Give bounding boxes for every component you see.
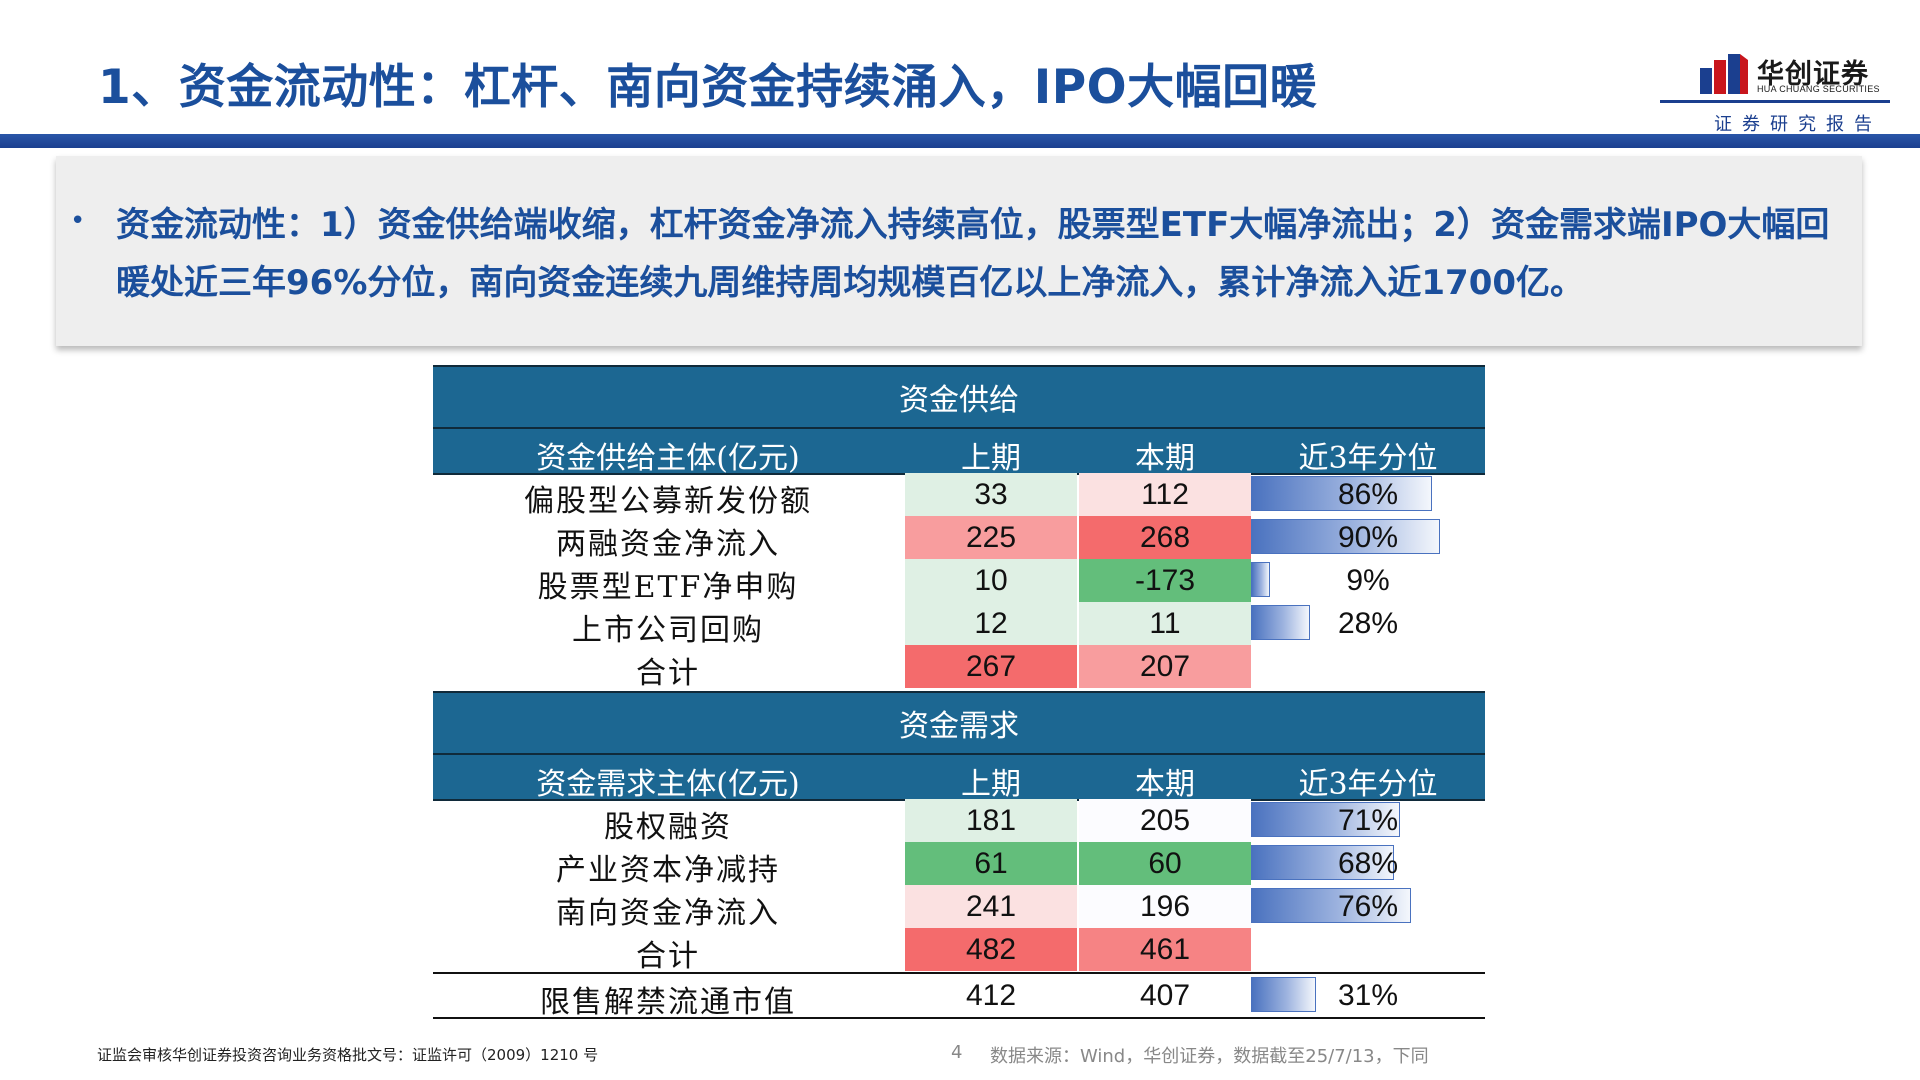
percentile-value: 68% — [1337, 847, 1399, 880]
row-label: 南向资金净流入 — [556, 896, 780, 931]
bullet-icon: • — [70, 206, 86, 236]
row-label: 上市公司回购 — [572, 613, 764, 648]
current-period-value: 268 — [1079, 516, 1251, 559]
demand-row: 合计 482 461 — [433, 928, 1485, 974]
page-title: 1、资金流动性：杠杆、南向资金持续涌入，IPO大幅回暖 — [98, 60, 1318, 115]
percentile-bar — [1251, 977, 1316, 1012]
percentile-value: 76% — [1337, 890, 1399, 923]
percentile-bar — [1251, 476, 1432, 511]
supply-row: 上市公司回购 12 11 28% — [433, 602, 1485, 648]
company-logo: 华创证券 HUA CHUANG SECURITIES 证券研究报告 — [1660, 46, 1890, 136]
percentile-bar — [1251, 802, 1400, 837]
supply-row: 两融资金净流入 225 268 90% — [433, 516, 1485, 562]
logo-subtitle: 证券研究报告 — [1714, 114, 1882, 135]
supply-header-cell: 本期 — [1135, 441, 1195, 476]
demand-header-cell: 上期 — [961, 767, 1021, 802]
prev-period-value: 33 — [905, 473, 1077, 516]
prev-period-value: 10 — [905, 559, 1077, 602]
demand-header-cell: 近3年分位 — [1298, 767, 1438, 802]
table-bottom-line — [433, 1017, 1485, 1019]
summary-box: • 资金流动性：1）资金供给端收缩，杠杆资金净流入持续高位，股票型ETF大幅净流… — [56, 156, 1862, 346]
logo-english-name: HUA CHUANG SECURITIES — [1757, 84, 1880, 94]
prev-period-value: 181 — [905, 799, 1077, 842]
page-number: 4 — [951, 1042, 963, 1063]
supply-column-header: 资金供给主体(亿元) 上期 本期 近3年分位 — [433, 427, 1485, 476]
current-period-value: 461 — [1079, 928, 1251, 971]
current-period-value: 112 — [1079, 473, 1251, 516]
current-period-value: 60 — [1079, 842, 1251, 885]
row-label: 合计 — [636, 939, 700, 974]
demand-row: 股权融资 181 205 71% — [433, 799, 1485, 845]
percentile-bar — [1251, 519, 1440, 554]
row-label: 限售解禁流通市值 — [540, 985, 796, 1020]
demand-row: 南向资金净流入 241 196 76% — [433, 885, 1485, 931]
percentile-value: 31% — [1337, 979, 1399, 1012]
demand-header-cell: 本期 — [1135, 767, 1195, 802]
demand-column-header: 资金需求主体(亿元) 上期 本期 近3年分位 — [433, 753, 1485, 802]
current-period-value: 207 — [1079, 645, 1251, 688]
current-period-value: -173 — [1079, 559, 1251, 602]
logo-mark-icon — [1700, 54, 1748, 94]
supply-header-cell: 上期 — [961, 441, 1021, 476]
supply-row: 合计 267 207 — [433, 645, 1485, 691]
prev-period-value: 225 — [905, 516, 1077, 559]
supply-row: 股票型ETF净申购 10 -173 9% — [433, 559, 1485, 605]
summary-text: 资金流动性：1）资金供给端收缩，杠杆资金净流入持续高位，股票型ETF大幅净流出；… — [116, 205, 1830, 303]
percentile-bar — [1251, 562, 1270, 597]
percentile-bar — [1251, 845, 1394, 880]
license-note: 证监会审核华创证券投资咨询业务资格批文号：证监许可（2009）1210 号 — [97, 1046, 599, 1064]
supply-row: 偏股型公募新发份额 33 112 86% — [433, 473, 1485, 519]
prev-period-value: 412 — [905, 974, 1077, 1017]
row-label: 股权融资 — [604, 810, 732, 845]
supply-header-cell: 资金供给主体(亿元) — [536, 441, 800, 476]
prev-period-value: 61 — [905, 842, 1077, 885]
demand-row: 产业资本净减持 61 60 68% — [433, 842, 1485, 888]
current-period-value: 11 — [1079, 602, 1251, 645]
row-label: 两融资金净流入 — [556, 527, 780, 562]
unlock-row: 限售解禁流通市值 412 407 31% — [433, 974, 1485, 1020]
percentile-bar — [1251, 888, 1411, 923]
percentile-bar — [1251, 605, 1310, 640]
header-divider-bar — [0, 134, 1920, 148]
demand-section-title: 资金需求 — [433, 691, 1485, 753]
current-period-value: 196 — [1079, 885, 1251, 928]
current-period-value: 205 — [1079, 799, 1251, 842]
row-label: 偏股型公募新发份额 — [524, 484, 812, 519]
supply-header-cell: 近3年分位 — [1298, 441, 1438, 476]
prev-period-value: 267 — [905, 645, 1077, 688]
row-label: 产业资本净减持 — [556, 853, 780, 888]
prev-period-value: 482 — [905, 928, 1077, 971]
data-source: 数据来源：Wind，华创证券，数据截至25/7/13，下同 — [990, 1046, 1429, 1067]
demand-header-cell: 资金需求主体(亿元) — [536, 767, 800, 802]
percentile-value: 71% — [1337, 804, 1399, 837]
row-label: 股票型ETF净申购 — [537, 570, 799, 605]
percentile-value: 28% — [1337, 607, 1399, 640]
percentile-value: 9% — [1346, 564, 1390, 597]
logo-underline — [1660, 100, 1890, 103]
supply-section-title: 资金供给 — [433, 365, 1485, 427]
percentile-value: 86% — [1337, 478, 1399, 511]
current-period-value: 407 — [1079, 974, 1251, 1017]
percentile-value: 90% — [1337, 521, 1399, 554]
table-divider-line — [433, 972, 1485, 974]
logo-chinese-name: 华创证券 — [1757, 59, 1869, 90]
prev-period-value: 241 — [905, 885, 1077, 928]
row-label: 合计 — [636, 656, 700, 691]
prev-period-value: 12 — [905, 602, 1077, 645]
